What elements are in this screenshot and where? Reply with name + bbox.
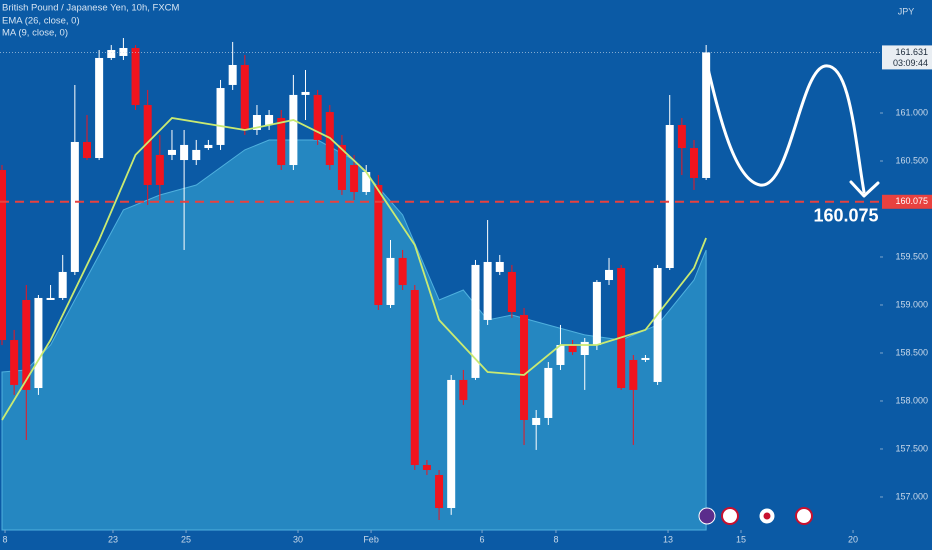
candle-body — [410, 290, 419, 466]
x-tick-label: 8 — [553, 534, 558, 544]
candle-body — [228, 64, 237, 85]
candle-body — [374, 184, 383, 305]
candle-body — [495, 261, 504, 272]
candle-body — [362, 172, 371, 192]
candle-body — [386, 257, 395, 305]
y-tick-label: 157.500 — [895, 443, 928, 453]
candle-body — [544, 367, 553, 418]
candle-body — [532, 417, 541, 425]
candle-body — [0, 170, 7, 341]
currency-label: JPY — [898, 6, 915, 16]
candle-body — [690, 148, 699, 178]
candle-body — [131, 47, 140, 106]
projection-arrowhead — [849, 180, 880, 198]
event-icon-dot — [763, 512, 771, 520]
y-tick-label: 159.500 — [895, 251, 928, 261]
candle-body — [313, 94, 322, 140]
candle-body — [155, 154, 164, 185]
candle-body — [337, 144, 346, 190]
y-tick-label: 157.000 — [895, 491, 928, 501]
candle-body — [629, 359, 638, 390]
candle-body — [265, 115, 274, 125]
y-tick-label: 158.000 — [895, 395, 928, 405]
legend-entry: EMA (26, close, 0) — [2, 16, 80, 27]
y-tick-label: 161.000 — [895, 107, 928, 117]
candle-body — [677, 124, 686, 149]
candle-body — [10, 340, 19, 385]
candle-body — [617, 268, 626, 389]
candle-body — [70, 141, 79, 272]
x-tick-label: 30 — [293, 534, 303, 544]
y-tick-label: 158.500 — [895, 347, 928, 357]
candle-body — [605, 269, 614, 281]
candle-body — [568, 345, 577, 353]
candle-body — [592, 281, 601, 346]
candle-body — [350, 165, 359, 192]
candle-body — [180, 144, 189, 161]
candle-body — [483, 261, 492, 320]
plot-area — [1, 139, 707, 531]
level-tag — [882, 194, 932, 209]
x-tick-label: 13 — [663, 534, 673, 544]
candle-body — [580, 341, 589, 355]
event-icons — [698, 507, 813, 525]
candle-body — [34, 297, 43, 389]
candle-body — [507, 271, 516, 312]
y-tick-label: 160.500 — [895, 155, 928, 165]
chart-title: British Pound / Japanese Yen, 10h, FXCM — [2, 3, 180, 14]
candle-body — [192, 149, 201, 161]
legend-entry: MA (9, close, 0) — [2, 28, 68, 39]
x-tick-label: 25 — [181, 534, 191, 544]
level-annotation: 160.075 — [813, 206, 878, 226]
candle-body — [471, 264, 480, 378]
candle-body — [702, 52, 711, 178]
candle-body — [107, 50, 116, 58]
countdown-label: 03:09:44 — [893, 58, 928, 68]
candle-body — [459, 379, 468, 401]
candle-body — [520, 314, 529, 420]
candle-body — [252, 115, 261, 130]
last-price-tag — [882, 45, 932, 70]
candle-body — [240, 64, 249, 130]
overlay: 160.075 157.000 157.500 158.000 158.500 159.0… — [0, 38, 932, 544]
candle-body — [435, 474, 444, 509]
candle-body — [641, 357, 650, 360]
candle-body — [143, 105, 152, 185]
candle-body — [398, 257, 407, 286]
x-tick-label: Feb — [363, 534, 379, 544]
last-price-label: 161.631 — [895, 47, 928, 57]
projection-curve — [704, 58, 866, 194]
candle-body — [301, 91, 310, 95]
candle-body — [556, 345, 565, 365]
candle-body — [82, 141, 91, 159]
ma-area — [1, 139, 707, 531]
candle-body — [46, 297, 55, 300]
candle-body — [422, 465, 431, 471]
candle-body — [653, 268, 662, 382]
candle-body — [204, 144, 213, 149]
candle-body — [119, 47, 128, 56]
y-tick-label: 159.000 — [895, 299, 928, 309]
x-tick-label: 8 — [3, 534, 8, 544]
event-icon[interactable] — [698, 507, 716, 525]
ema-line — [1, 117, 707, 421]
candle-body — [22, 299, 31, 390]
x-tick-label: 15 — [736, 534, 746, 544]
candle-body — [277, 117, 286, 166]
x-tick-label: 23 — [108, 534, 118, 544]
candle-body — [167, 149, 176, 155]
event-icon[interactable] — [721, 507, 739, 525]
event-icon[interactable] — [795, 507, 813, 525]
candle-body — [216, 88, 225, 145]
candle-body — [665, 124, 674, 269]
candle-body — [447, 379, 456, 509]
candle-body — [95, 57, 104, 159]
candle-body — [58, 271, 67, 298]
x-tick-label: 6 — [480, 534, 485, 544]
level-tag-label: 160.075 — [895, 196, 928, 206]
candle-body — [289, 94, 298, 166]
x-tick-label: 20 — [848, 534, 858, 544]
